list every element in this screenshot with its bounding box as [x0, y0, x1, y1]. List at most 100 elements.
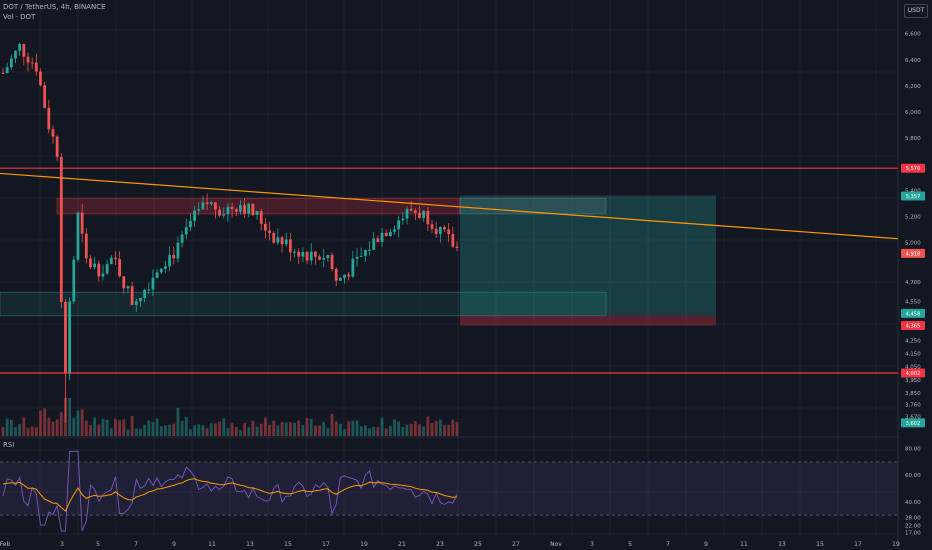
resistance-zone[interactable]	[56, 197, 461, 215]
candle[interactable]	[126, 286, 130, 289]
candle[interactable]	[259, 211, 263, 224]
candle[interactable]	[189, 220, 192, 228]
candle[interactable]	[276, 237, 280, 243]
candle[interactable]	[122, 276, 126, 289]
support-zone[interactable]	[0, 291, 607, 317]
candle[interactable]	[280, 237, 284, 245]
candle[interactable]	[243, 204, 246, 214]
candle[interactable]	[18, 44, 22, 51]
candle[interactable]	[363, 249, 367, 256]
candle[interactable]	[372, 238, 376, 250]
candle[interactable]	[443, 227, 446, 230]
candle[interactable]	[101, 273, 105, 277]
candle[interactable]	[155, 272, 159, 278]
candle[interactable]	[247, 203, 251, 214]
candle[interactable]	[422, 210, 426, 218]
candle[interactable]	[297, 251, 301, 257]
position-profit-zone[interactable]	[460, 195, 716, 316]
candle[interactable]	[309, 251, 313, 261]
candle[interactable]	[426, 210, 430, 225]
candle[interactable]	[97, 263, 101, 277]
candle[interactable]	[334, 269, 338, 281]
candle[interactable]	[355, 256, 359, 259]
candle[interactable]	[109, 257, 113, 265]
candle[interactable]	[93, 263, 97, 268]
candle[interactable]	[76, 212, 80, 260]
candle[interactable]	[168, 255, 172, 267]
candle[interactable]	[118, 258, 122, 277]
candle[interactable]	[105, 264, 109, 274]
candle[interactable]	[1, 72, 5, 74]
candle[interactable]	[51, 129, 55, 137]
candle[interactable]	[338, 278, 342, 281]
candle[interactable]	[384, 232, 388, 237]
candle[interactable]	[359, 255, 363, 257]
candle[interactable]	[193, 210, 196, 221]
candle[interactable]	[114, 257, 117, 259]
candle[interactable]	[268, 230, 271, 234]
candle[interactable]	[380, 232, 384, 243]
candle[interactable]	[151, 277, 155, 290]
candle[interactable]	[284, 239, 288, 245]
candle[interactable]	[405, 208, 409, 219]
candle[interactable]	[34, 62, 38, 72]
candle[interactable]	[239, 204, 242, 212]
candle[interactable]	[401, 218, 405, 221]
candle[interactable]	[55, 136, 59, 157]
candle[interactable]	[176, 242, 180, 259]
candle[interactable]	[376, 238, 380, 243]
candle[interactable]	[39, 71, 42, 86]
candle[interactable]	[64, 301, 67, 373]
candle[interactable]	[234, 209, 238, 212]
candle[interactable]	[434, 228, 438, 234]
candle[interactable]	[9, 58, 13, 68]
candle[interactable]	[184, 227, 188, 235]
candle[interactable]	[205, 202, 209, 204]
candle[interactable]	[159, 268, 163, 273]
candle[interactable]	[214, 202, 217, 210]
candle[interactable]	[139, 297, 142, 302]
candle[interactable]	[318, 256, 321, 260]
candle[interactable]	[143, 289, 147, 298]
candle[interactable]	[326, 255, 330, 259]
candle[interactable]	[30, 62, 34, 64]
candle[interactable]	[89, 258, 92, 268]
candle[interactable]	[351, 258, 355, 277]
candle[interactable]	[418, 212, 421, 218]
candle[interactable]	[43, 85, 47, 108]
candle[interactable]	[397, 220, 401, 230]
candle[interactable]	[147, 289, 151, 291]
candle[interactable]	[251, 203, 255, 215]
position-loss-zone[interactable]	[460, 315, 716, 326]
candle[interactable]	[180, 234, 184, 243]
candle[interactable]	[130, 286, 134, 305]
candle[interactable]	[347, 274, 351, 277]
candle[interactable]	[134, 301, 138, 305]
candle[interactable]	[14, 50, 17, 59]
candle[interactable]	[313, 251, 317, 257]
candle[interactable]	[26, 56, 30, 63]
candle[interactable]	[68, 301, 72, 373]
candle[interactable]	[430, 224, 434, 229]
candle[interactable]	[409, 208, 413, 211]
candle[interactable]	[255, 211, 259, 215]
candle[interactable]	[264, 223, 267, 231]
trendline[interactable]	[0, 172, 899, 240]
candle[interactable]	[197, 209, 201, 211]
candle[interactable]	[84, 233, 88, 259]
candle[interactable]	[305, 251, 309, 261]
candle[interactable]	[368, 249, 371, 251]
candle[interactable]	[288, 239, 292, 253]
candle[interactable]	[72, 259, 76, 302]
candle[interactable]	[438, 227, 442, 234]
candle[interactable]	[330, 255, 334, 270]
candle[interactable]	[455, 246, 459, 249]
candle[interactable]	[80, 212, 84, 234]
candle[interactable]	[293, 251, 296, 253]
candle[interactable]	[209, 202, 213, 204]
currency-button[interactable]: USDT	[904, 4, 928, 18]
candle[interactable]	[388, 231, 392, 237]
candle[interactable]	[393, 229, 396, 232]
candle[interactable]	[5, 67, 9, 74]
